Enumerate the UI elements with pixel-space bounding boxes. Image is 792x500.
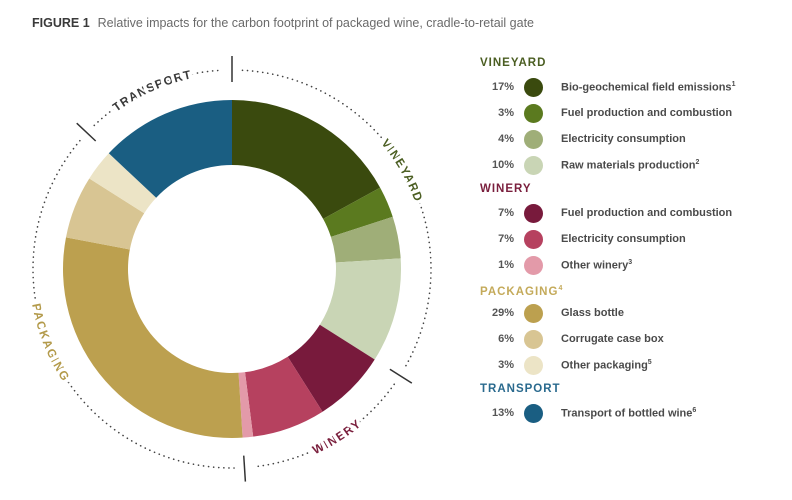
legend-value: 17%: [491, 81, 514, 93]
group-label-transport: TRANSPORT: [110, 67, 193, 114]
legend-swatch: [524, 303, 543, 323]
legend-value: 3%: [498, 107, 514, 119]
legend-value: 4%: [498, 133, 514, 145]
donut-slice-packaging-2: [89, 153, 157, 214]
legend-group-winery: WINERY: [480, 183, 532, 195]
legend-group-transport: TRANSPORT: [480, 383, 561, 395]
group-label-vineyard: VINEYARD: [379, 136, 426, 204]
group-divider-tick: [389, 368, 413, 384]
legend-value: 29%: [491, 307, 514, 319]
donut-slice-vineyard-0: [232, 100, 381, 219]
donut-slice-vineyard-2: [330, 216, 401, 263]
legend-item: 3% Other packaging5: [480, 352, 780, 378]
legend-item: 6% Corrugate case box: [480, 326, 780, 352]
legend-item: 1% Other winery3: [480, 252, 780, 278]
legend-item: 4% Electricity consumption: [480, 126, 780, 152]
legend-value: 6%: [498, 333, 514, 345]
legend-value: 7%: [498, 233, 514, 245]
group-divider-tick: [242, 455, 247, 482]
legend-label: Other packaging5: [561, 358, 652, 372]
legend-label: Glass bottle: [561, 307, 624, 319]
donut-slice-winery-2: [238, 372, 254, 438]
legend-value: 7%: [498, 207, 514, 219]
legend-item: 29% Glass bottle: [480, 300, 780, 326]
group-label-packaging: PACKAGING: [29, 302, 73, 384]
donut-slice-packaging-1: [65, 178, 145, 250]
legend-swatch: [524, 255, 543, 275]
legend-item: 3% Fuel production and combustion: [480, 100, 780, 126]
legend-swatch: [524, 103, 543, 123]
legend-item: 7% Electricity consumption: [480, 226, 780, 252]
legend-value: 10%: [491, 159, 514, 171]
group-arc-transport: [93, 69, 223, 127]
legend-label: Fuel production and combustion: [561, 107, 733, 119]
figure-caption: Relative impacts for the carbon footprin…: [97, 16, 534, 30]
donut-slice-vineyard-3: [319, 258, 401, 360]
group-divider-tick: [76, 122, 97, 142]
legend-label: Bio-geochemical field emissions1: [561, 80, 736, 94]
legend-item: 10% Raw materials production2: [480, 152, 780, 178]
legend-swatch: [524, 355, 543, 375]
legend-label: Electricity consumption: [561, 133, 686, 145]
legend-label: Transport of bottled wine6: [561, 406, 697, 420]
legend-swatch: [524, 329, 543, 349]
donut-slice-transport-0: [108, 100, 232, 198]
legend-swatch: [524, 203, 543, 223]
donut-slice-vineyard-1: [323, 187, 393, 237]
legend-swatch: [524, 77, 543, 97]
legend-value: 1%: [498, 259, 514, 271]
group-label-winery: WINERY: [310, 416, 364, 457]
figure-title: FIGURE 1 Relative impacts for the carbon …: [32, 16, 534, 30]
legend-swatch: [524, 229, 543, 249]
legend-group-vineyard: VINEYARD: [480, 57, 547, 69]
legend-swatch: [524, 129, 543, 149]
legend-value: 3%: [498, 359, 514, 371]
group-arc-winery: [254, 383, 396, 468]
legend-label: Fuel production and combustion: [561, 207, 733, 219]
legend-item: 17% Bio-geochemical field emissions1: [480, 74, 780, 100]
legend-label: Electricity consumption: [561, 233, 686, 245]
legend-item: 7% Fuel production and combustion: [480, 200, 780, 226]
legend-group-packaging: PACKAGING4: [480, 285, 564, 298]
donut-slice-winery-0: [287, 324, 375, 412]
legend-swatch: [524, 155, 543, 175]
legend: VINEYARD 17% Bio-geochemical field emissio…: [480, 52, 780, 426]
legend-label: Raw materials production2: [561, 158, 700, 172]
donut-slice-packaging-0: [62, 237, 243, 438]
legend-swatch: [524, 403, 543, 423]
legend-label: Corrugate case box: [561, 333, 664, 345]
legend-value: 13%: [491, 407, 514, 419]
donut-slice-winery-1: [245, 356, 323, 437]
figure-number: FIGURE 1: [32, 16, 90, 30]
legend-item: 13% Transport of bottled wine6: [480, 400, 780, 426]
legend-label: Other winery3: [561, 258, 633, 272]
